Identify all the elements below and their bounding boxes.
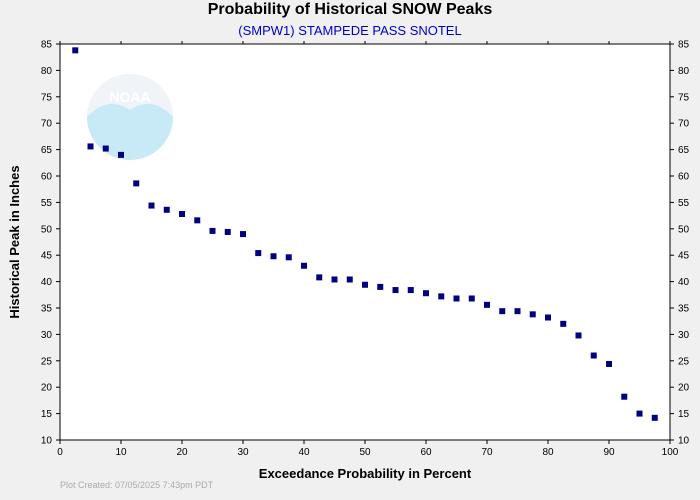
data-point <box>316 274 323 281</box>
data-point <box>529 311 536 318</box>
data-point <box>240 231 246 238</box>
y-tick-label-right: 80 <box>678 66 690 77</box>
x-tick-label: 80 <box>542 447 554 458</box>
data-point <box>209 227 216 234</box>
y-tick-label-left: 10 <box>41 436 53 447</box>
y-tick-label-left: 80 <box>41 66 53 77</box>
noaa-logo: NOAA <box>87 74 173 160</box>
data-point <box>453 295 460 302</box>
y-tick-label-left: 70 <box>41 119 53 130</box>
data-point <box>514 308 521 315</box>
x-tick-label: 30 <box>237 447 249 458</box>
data-point <box>651 414 658 421</box>
data-point <box>118 151 124 158</box>
data-point <box>102 145 109 152</box>
y-tick-label-right: 50 <box>678 224 690 235</box>
noaa-logo-text: NOAA <box>109 89 150 105</box>
data-point <box>285 254 292 261</box>
data-point <box>392 287 399 294</box>
y-tick-label-left: 40 <box>41 277 53 288</box>
data-point <box>163 206 170 213</box>
data-point <box>224 228 231 235</box>
x-tick-label: 20 <box>176 447 188 458</box>
data-point <box>438 293 445 300</box>
y-tick-label-left: 30 <box>41 330 53 341</box>
data-point <box>194 217 201 224</box>
data-point <box>72 47 79 54</box>
data-point <box>133 180 140 187</box>
y-tick-label-right: 55 <box>678 198 690 209</box>
x-tick-label: 70 <box>481 447 493 458</box>
chart-title: Probability of Historical SNOW Peaks <box>207 1 493 18</box>
data-point <box>179 211 185 218</box>
x-tick-label: 60 <box>420 447 432 458</box>
y-tick-label-right: 70 <box>678 119 690 130</box>
data-point <box>377 283 384 290</box>
y-tick-label-right: 40 <box>678 277 690 288</box>
y-tick-label-left: 25 <box>41 356 53 367</box>
y-tick-label-right: 45 <box>678 251 690 262</box>
y-tick-label-left: 45 <box>41 251 53 262</box>
data-point <box>484 301 490 308</box>
data-point <box>301 262 307 269</box>
data-point <box>423 290 429 297</box>
data-point <box>621 393 628 400</box>
data-point <box>560 320 567 327</box>
y-axis-label: Historical Peak in Inches <box>7 165 22 318</box>
y-tick-label-left: 85 <box>41 40 53 51</box>
y-tick-label-left: 65 <box>41 145 53 156</box>
y-tick-label-left: 55 <box>41 198 53 209</box>
y-tick-label-left: 75 <box>41 92 53 103</box>
y-tick-label-left: 35 <box>41 304 53 315</box>
data-point <box>346 276 353 283</box>
x-axis-label: Exceedance Probability in Percent <box>259 466 472 481</box>
data-point <box>545 314 551 321</box>
data-point <box>606 360 612 367</box>
y-tick-label-left: 50 <box>41 224 53 235</box>
x-tick-label: 50 <box>359 447 371 458</box>
y-tick-label-right: 60 <box>678 172 690 183</box>
data-point <box>362 281 368 288</box>
x-tick-label: 90 <box>603 447 615 458</box>
y-tick-label-right: 20 <box>678 383 690 394</box>
data-point <box>468 295 475 302</box>
y-tick-label-left: 20 <box>41 383 53 394</box>
y-tick-label-right: 75 <box>678 92 690 103</box>
y-tick-label-right: 25 <box>678 356 690 367</box>
y-tick-label-right: 65 <box>678 145 690 156</box>
data-point <box>255 250 262 257</box>
data-point <box>331 276 338 283</box>
data-point <box>575 332 582 339</box>
data-point <box>407 287 414 294</box>
x-tick-label: 100 <box>662 447 679 458</box>
x-tick-label: 0 <box>57 447 63 458</box>
data-point <box>590 352 597 359</box>
x-tick-label: 10 <box>115 447 127 458</box>
chart-subtitle: (SMPW1) STAMPEDE PASS SNOTEL <box>238 23 462 38</box>
y-tick-label-left: 15 <box>41 409 53 420</box>
y-tick-label-left: 60 <box>41 172 53 183</box>
data-point <box>148 202 155 209</box>
x-tick-label: 40 <box>298 447 310 458</box>
y-tick-label-right: 85 <box>678 40 690 51</box>
y-tick-label-right: 15 <box>678 409 690 420</box>
plot-created-credit: Plot Created: 07/05/2025 7:43pm PDT <box>60 480 214 490</box>
data-point <box>87 143 94 150</box>
data-point <box>636 410 643 417</box>
y-tick-label-right: 35 <box>678 304 690 315</box>
data-point <box>270 253 277 260</box>
y-tick-label-right: 30 <box>678 330 690 341</box>
data-point <box>499 308 506 315</box>
y-tick-label-right: 10 <box>678 436 690 447</box>
